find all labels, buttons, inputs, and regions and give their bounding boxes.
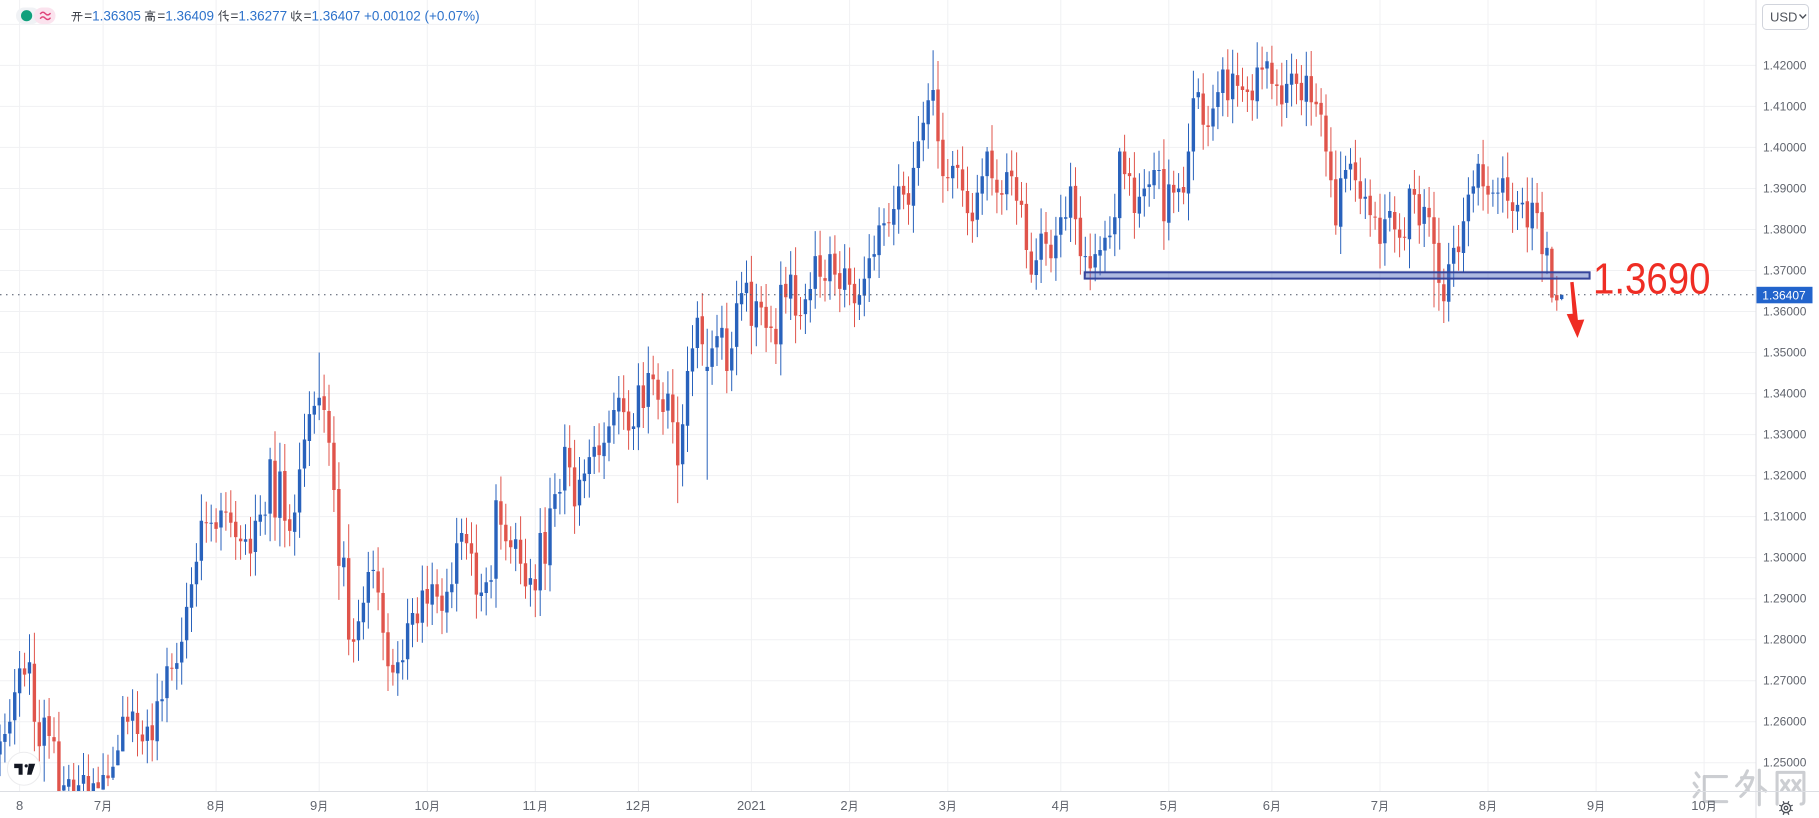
svg-text:1.28000: 1.28000 xyxy=(1763,633,1807,647)
svg-text:9: 9 xyxy=(1587,798,1594,813)
svg-text:5: 5 xyxy=(1160,798,1167,813)
svg-text:1.30000: 1.30000 xyxy=(1763,551,1807,565)
svg-text:10: 10 xyxy=(1691,798,1705,813)
svg-text:1.36407: 1.36407 xyxy=(1762,288,1806,302)
svg-text:3: 3 xyxy=(939,798,946,813)
svg-text:1.36000: 1.36000 xyxy=(1763,305,1807,319)
svg-text:=: = xyxy=(304,9,312,24)
svg-text:1.26000: 1.26000 xyxy=(1763,715,1807,729)
svg-text:(+0.07%): (+0.07%) xyxy=(425,9,480,24)
svg-text:=: = xyxy=(157,9,165,24)
svg-text:1.29000: 1.29000 xyxy=(1763,592,1807,606)
svg-text:1.36305: 1.36305 xyxy=(92,9,141,24)
svg-text:1.38000: 1.38000 xyxy=(1763,223,1807,237)
svg-text:1.31000: 1.31000 xyxy=(1763,510,1807,524)
svg-text:2021: 2021 xyxy=(737,798,766,813)
svg-text:10: 10 xyxy=(415,798,429,813)
svg-text:9: 9 xyxy=(310,798,317,813)
svg-text:1.27000: 1.27000 xyxy=(1763,674,1807,688)
svg-text:1.36277: 1.36277 xyxy=(238,9,287,24)
svg-text:USD: USD xyxy=(1770,10,1797,25)
svg-text:8: 8 xyxy=(1479,798,1486,813)
svg-text:11: 11 xyxy=(523,798,537,813)
svg-text:1.40000: 1.40000 xyxy=(1763,140,1807,154)
svg-text:1.36407: 1.36407 xyxy=(312,9,361,24)
svg-text:1.37000: 1.37000 xyxy=(1763,264,1807,278)
svg-text:8: 8 xyxy=(16,798,23,813)
svg-text:1.39000: 1.39000 xyxy=(1763,182,1807,196)
svg-text:=: = xyxy=(230,9,238,24)
svg-text:8: 8 xyxy=(207,798,214,813)
svg-text:6: 6 xyxy=(1263,798,1270,813)
svg-text:=: = xyxy=(84,9,92,24)
svg-text:1.3690: 1.3690 xyxy=(1593,255,1711,304)
svg-text:4: 4 xyxy=(1052,798,1059,813)
svg-text:1.32000: 1.32000 xyxy=(1763,469,1807,483)
svg-text:1.41000: 1.41000 xyxy=(1763,99,1807,113)
svg-text:1.42000: 1.42000 xyxy=(1763,58,1807,72)
svg-text:1.25000: 1.25000 xyxy=(1763,756,1807,770)
svg-text:+0.00102: +0.00102 xyxy=(364,9,421,24)
svg-text:12: 12 xyxy=(626,798,640,813)
svg-text:1.35000: 1.35000 xyxy=(1763,346,1807,360)
svg-text:1.34000: 1.34000 xyxy=(1763,387,1807,401)
svg-text:2: 2 xyxy=(840,798,847,813)
svg-text:1.33000: 1.33000 xyxy=(1763,428,1807,442)
svg-text:7: 7 xyxy=(1371,798,1378,813)
svg-text:7: 7 xyxy=(94,798,101,813)
svg-text:1.36409: 1.36409 xyxy=(165,9,214,24)
